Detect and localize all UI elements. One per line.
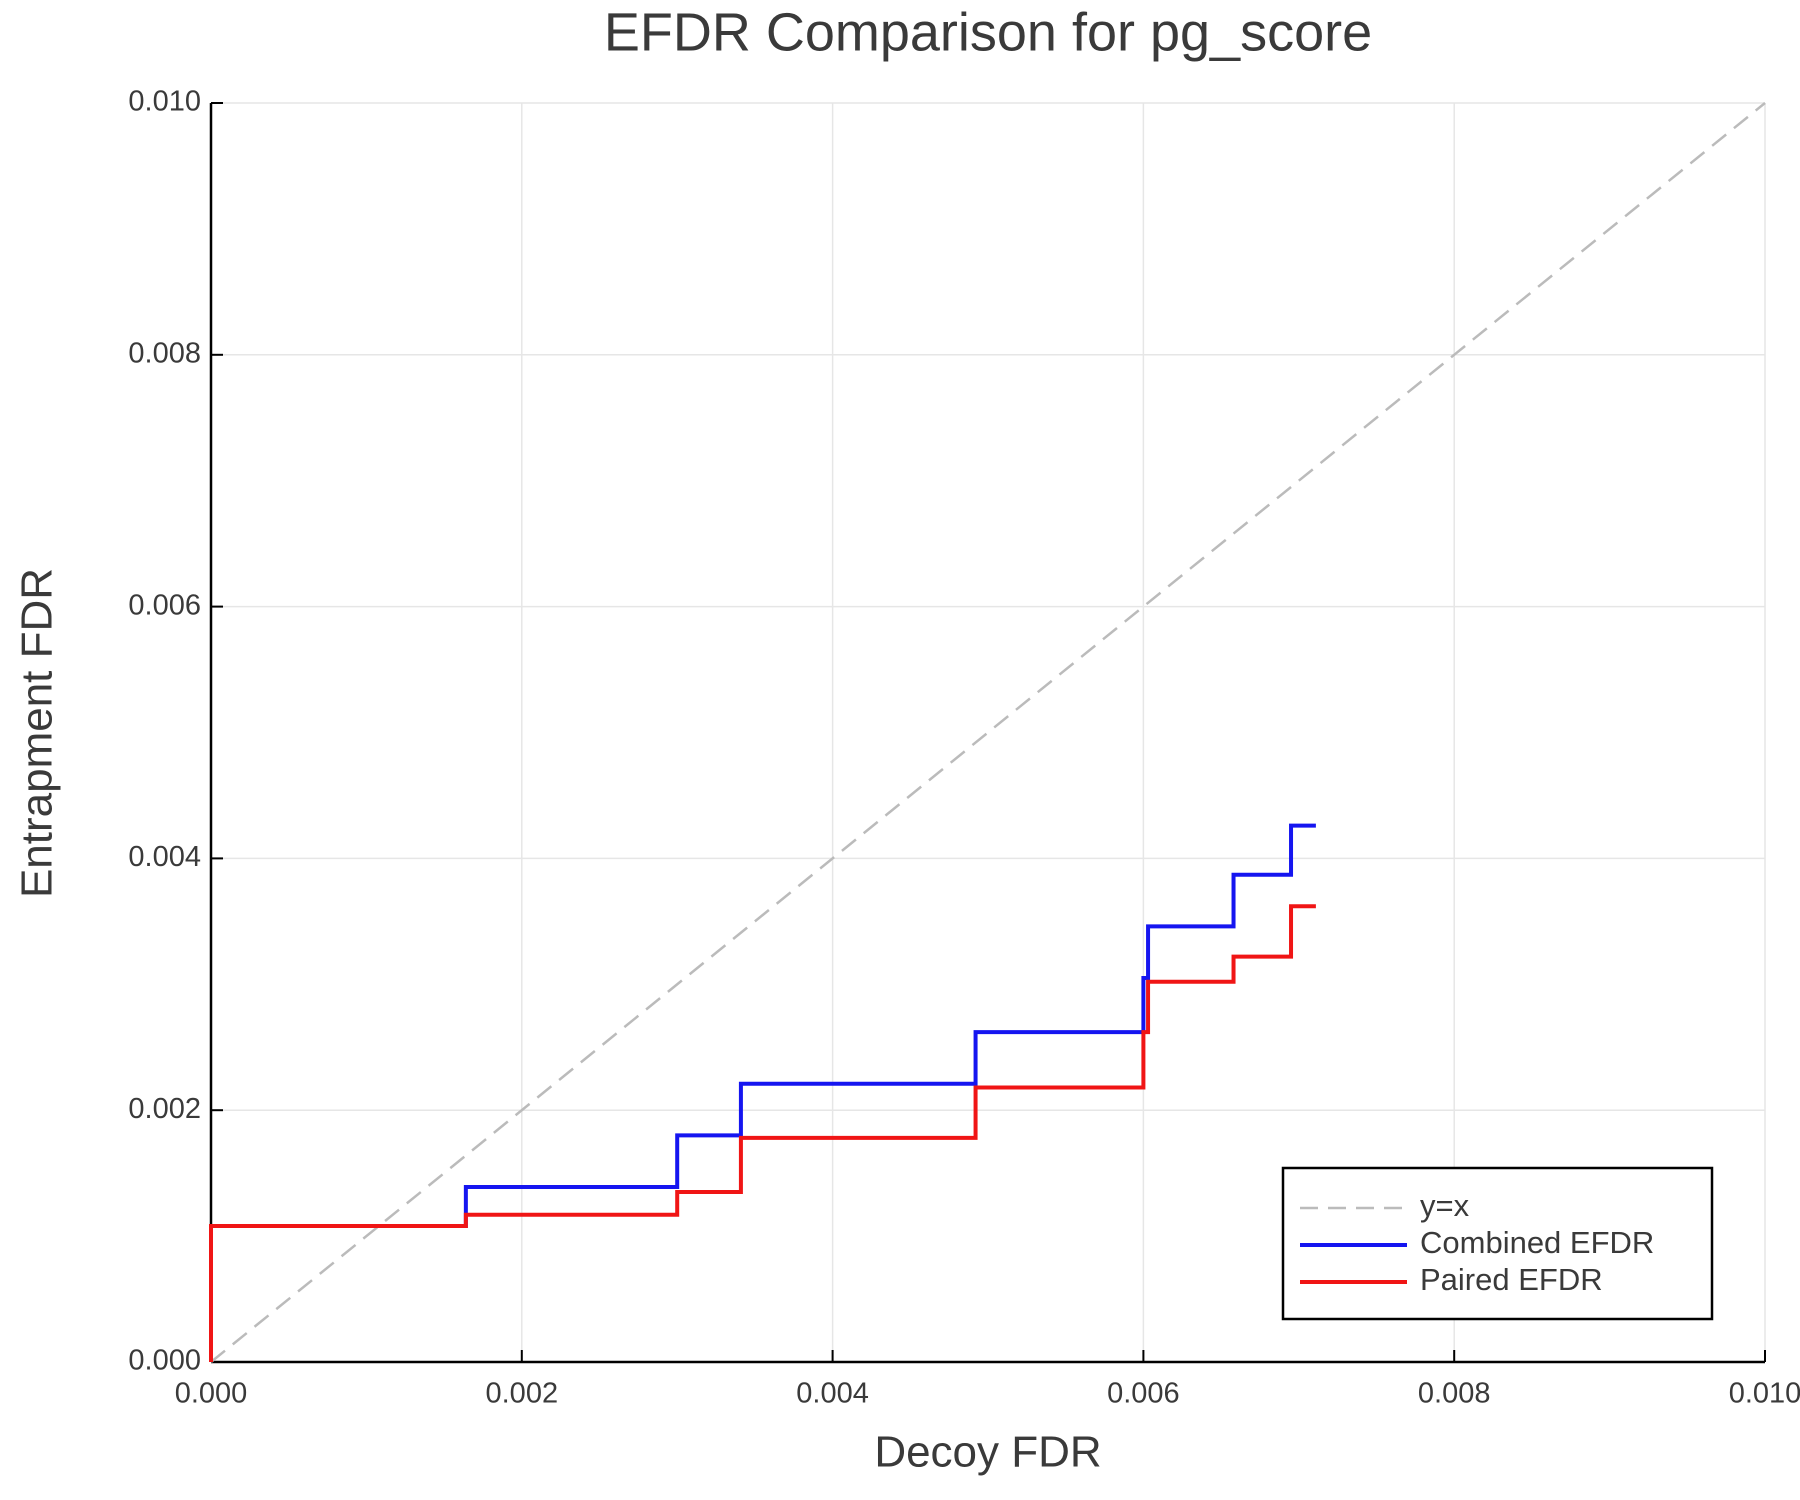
x-tick-label: 0.008	[1418, 1378, 1491, 1410]
y-tick-label: 0.008	[128, 337, 201, 369]
y-tick-label: 0.000	[128, 1345, 201, 1377]
y-axis-label: Entrapment FDR	[13, 568, 62, 898]
series-line	[209, 823, 1316, 1362]
x-tick-label: 0.004	[796, 1378, 869, 1410]
y-tick-label: 0.002	[128, 1093, 201, 1125]
chart-title: EFDR Comparison for pg_score	[604, 2, 1372, 62]
x-tick-label: 0.000	[175, 1378, 248, 1410]
legend-label: Paired EFDR	[1420, 1262, 1603, 1297]
y-tick-label: 0.006	[128, 589, 201, 621]
x-axis-label: Decoy FDR	[874, 1428, 1101, 1477]
x-tick-label: 0.010	[1729, 1378, 1800, 1410]
legend-label: Combined EFDR	[1420, 1225, 1654, 1260]
legend-label: y=x	[1420, 1188, 1470, 1223]
series-line	[209, 904, 1316, 1362]
x-tick-label: 0.006	[1107, 1378, 1180, 1410]
y-tick-label: 0.004	[128, 841, 201, 873]
y-tick-label: 0.010	[128, 86, 201, 118]
series-line	[210, 102, 1766, 1363]
x-tick-label: 0.002	[486, 1378, 559, 1410]
